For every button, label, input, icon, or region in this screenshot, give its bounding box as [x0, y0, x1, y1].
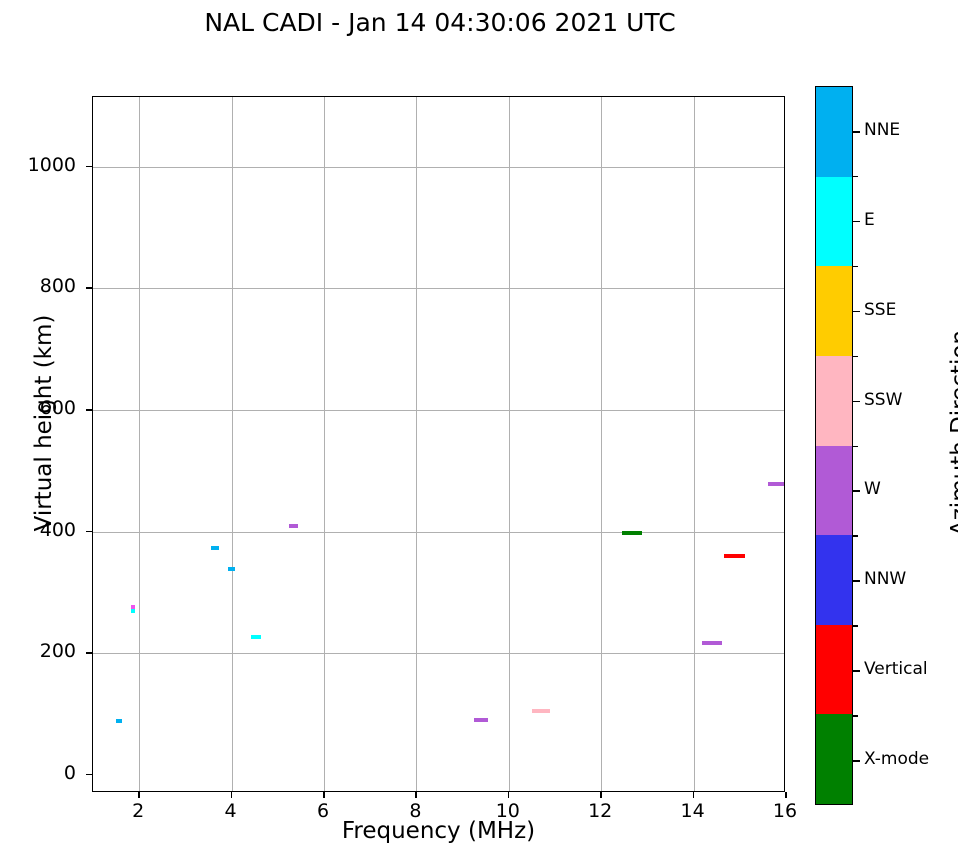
- colorbar-segment-w: [816, 445, 852, 536]
- x-tick-label-4: 4: [224, 800, 237, 822]
- data-mark: [289, 523, 298, 528]
- colorbar-tick-e: [853, 220, 860, 223]
- plot-area: [92, 96, 785, 792]
- colorbar-tick-nnw: [853, 580, 860, 582]
- colorbar-label-x-mode: X-mode: [864, 749, 930, 770]
- y-tick-label-200: 200: [39, 640, 76, 663]
- colorbar-boundary-tick: [853, 355, 858, 358]
- colorbar-tick-ssw: [853, 400, 860, 403]
- colorbar-label-sse: SSE: [864, 299, 897, 320]
- data-mark: [768, 482, 784, 487]
- x-tick-2: [138, 792, 140, 798]
- colorbar-segment-vertical: [816, 624, 852, 715]
- y-tick-label-1000: 1000: [27, 153, 76, 176]
- y-tick-label-400: 400: [39, 518, 76, 541]
- data-mark: [723, 553, 746, 558]
- y-tick-600: [86, 409, 92, 411]
- x-tick-label-8: 8: [409, 800, 422, 822]
- x-tick-8: [415, 792, 417, 798]
- colorbar-tick-w: [853, 490, 860, 493]
- data-mark: [701, 641, 723, 646]
- y-axis-label: Virtual height (km): [31, 314, 57, 532]
- colorbar-segment-x-mode: [816, 714, 852, 804]
- x-tick-12: [600, 792, 602, 798]
- x-axis-label: Frequency (MHz): [341, 818, 536, 844]
- azimuth-colorbar: [815, 86, 853, 805]
- y-tick-label-0: 0: [63, 761, 76, 784]
- colorbar-label-ssw: SSW: [864, 389, 903, 410]
- colorbar-boundary-tick: [853, 445, 858, 448]
- gridline-x-8: [416, 97, 418, 791]
- colorbar-title: Azimuth Direction: [947, 330, 958, 536]
- colorbar-tick-nne: [853, 130, 860, 133]
- data-mark: [621, 530, 642, 535]
- colorbar-boundary-tick: [853, 175, 858, 178]
- colorbar-label-nne: NNE: [864, 119, 901, 140]
- y-tick-1000: [86, 165, 92, 168]
- gridline-y-400: [93, 531, 784, 533]
- colorbar-label-nnw: NNW: [864, 569, 907, 590]
- y-tick-800: [86, 287, 92, 290]
- x-tick-6: [323, 792, 325, 798]
- colorbar-tick-sse: [853, 310, 860, 313]
- gridline-y-200: [93, 653, 784, 655]
- data-mark: [251, 635, 261, 640]
- gridline-y-800: [93, 288, 784, 290]
- gridline-y-600: [93, 410, 784, 412]
- y-tick-0: [86, 773, 92, 776]
- y-tick-400: [86, 530, 92, 533]
- gridline-x-6: [324, 97, 325, 791]
- gridline-x-14: [693, 97, 695, 791]
- x-tick-14: [692, 792, 695, 798]
- colorbar-segment-e: [816, 176, 852, 267]
- colorbar-label-w: W: [864, 479, 881, 500]
- data-mark: [210, 546, 219, 551]
- data-mark: [228, 567, 236, 572]
- x-tick-label-14: 14: [680, 800, 705, 822]
- x-tick-label-16: 16: [772, 800, 798, 822]
- x-tick-label-12: 12: [588, 800, 613, 822]
- x-tick-4: [230, 792, 233, 798]
- colorbar-tick-vertical: [853, 670, 860, 672]
- colorbar-segment-sse: [816, 266, 852, 356]
- colorbar-boundary-tick: [853, 715, 858, 717]
- gridline-x-2: [139, 97, 141, 791]
- gridline-x-4: [231, 97, 233, 791]
- data-mark: [131, 604, 135, 609]
- y-tick-label-800: 800: [39, 275, 76, 298]
- gridline-y-1000: [93, 166, 784, 168]
- y-tick-200: [86, 652, 92, 654]
- y-tick-label-600: 600: [39, 397, 76, 420]
- colorbar-boundary-tick: [853, 265, 858, 268]
- x-tick-label-6: 6: [316, 800, 330, 822]
- x-tick-10: [507, 792, 510, 798]
- colorbar-boundary-tick: [853, 535, 858, 537]
- x-tick-16: [785, 792, 787, 798]
- colorbar-segment-nne: [816, 87, 852, 177]
- colorbar-segment-ssw: [816, 355, 852, 446]
- page-title: NAL CADI - Jan 14 04:30:06 2021 UTC: [204, 8, 676, 37]
- gridline-x-12: [601, 97, 603, 791]
- data-mark: [131, 608, 135, 613]
- colorbar-label-e: E: [864, 209, 875, 230]
- colorbar-boundary-tick: [853, 625, 858, 627]
- x-tick-label-2: 2: [132, 800, 145, 822]
- x-tick-label-10: 10: [495, 800, 520, 822]
- colorbar-label-vertical: Vertical: [864, 659, 928, 680]
- data-mark: [474, 718, 488, 723]
- colorbar-segment-nnw: [816, 535, 852, 625]
- data-mark: [531, 708, 551, 713]
- gridline-x-10: [508, 97, 510, 791]
- colorbar-tick-x-mode: [853, 760, 860, 762]
- data-mark: [116, 718, 122, 723]
